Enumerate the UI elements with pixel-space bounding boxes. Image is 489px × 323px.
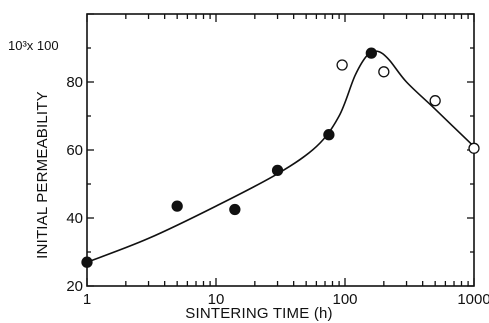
data-point-filled — [323, 129, 335, 141]
x-tick-label: 1 — [83, 291, 91, 308]
plot-frame — [86, 13, 475, 287]
y-tick-label: 40 — [66, 210, 83, 227]
x-tick-label: 1000 — [457, 291, 489, 308]
data-point-filled — [365, 47, 377, 59]
data-point-filled — [171, 200, 183, 212]
x-tick-label: 10 — [208, 291, 225, 308]
data-point-filled — [229, 203, 241, 216]
y-tick-label: 80 — [66, 74, 83, 91]
data-point-open — [378, 66, 390, 78]
data-point-open — [336, 59, 348, 71]
y-axis-title: INITIAL PERMEABILITY — [34, 91, 51, 259]
y-tick-label: 20 — [66, 278, 83, 295]
x-axis-title: SINTERING TIME (h) — [185, 305, 333, 322]
data-point-open — [429, 95, 441, 107]
fit-curve — [86, 50, 475, 263]
y-tick-label: 60 — [66, 142, 83, 159]
data-point-filled — [81, 256, 93, 268]
x-tick-label: 100 — [332, 291, 357, 308]
y-scale-note: 10³x 100 — [8, 38, 59, 53]
data-point-open — [468, 142, 480, 154]
data-point-filled — [271, 164, 284, 177]
